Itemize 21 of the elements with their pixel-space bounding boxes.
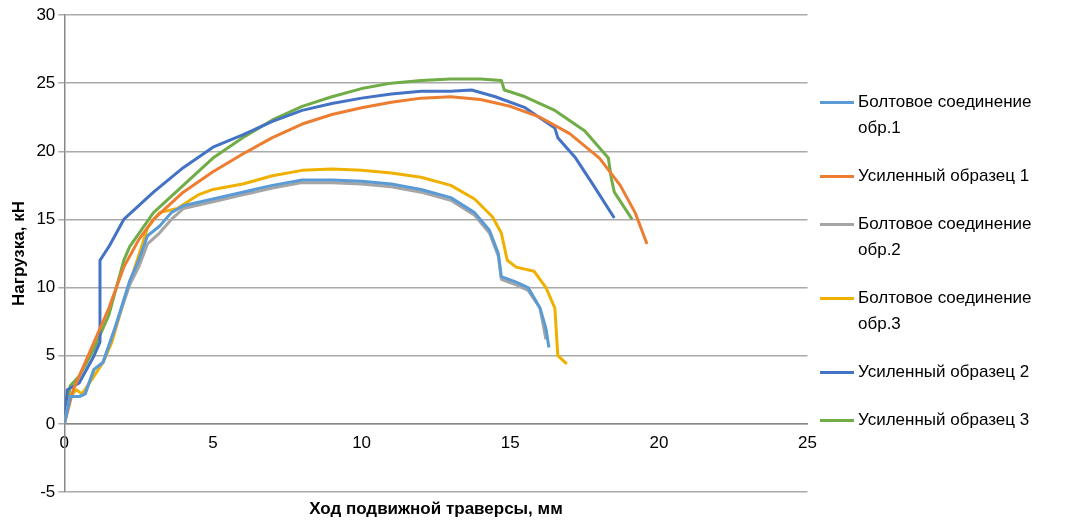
legend-label: Болтовое соединение обр.3 — [858, 287, 1033, 335]
legend-label: Усиленный образец 2 — [858, 361, 1030, 383]
y-tick-label: 20 — [36, 140, 56, 160]
y-tick-label: 10 — [36, 277, 56, 297]
y-tick-label: 0 — [45, 413, 56, 433]
y-tick-label: 25 — [36, 72, 56, 92]
legend-label: Болтовое соединение обр.1 — [858, 91, 1033, 139]
y-axis-title: Нагрузка, кН — [8, 201, 28, 306]
y-tick-label: 15 — [36, 209, 56, 229]
x-tick-label: 20 — [649, 432, 669, 452]
legend-label: Болтовое соединение обр.2 — [858, 213, 1033, 261]
legend-label: Усиленный образец 1 — [858, 165, 1030, 187]
x-tick-label: 25 — [798, 432, 818, 452]
x-tick-label: 10 — [352, 432, 372, 452]
y-tick-label: -5 — [40, 481, 56, 501]
x-axis-title: Ход подвижной траверсы, мм — [309, 499, 563, 519]
legend-label: Усиленный образец 3 — [858, 409, 1030, 431]
y-tick-label: 30 — [36, 4, 56, 24]
x-tick-label: 15 — [500, 432, 520, 452]
x-tick-label: 5 — [208, 432, 218, 452]
y-tick-label: 5 — [45, 345, 56, 365]
